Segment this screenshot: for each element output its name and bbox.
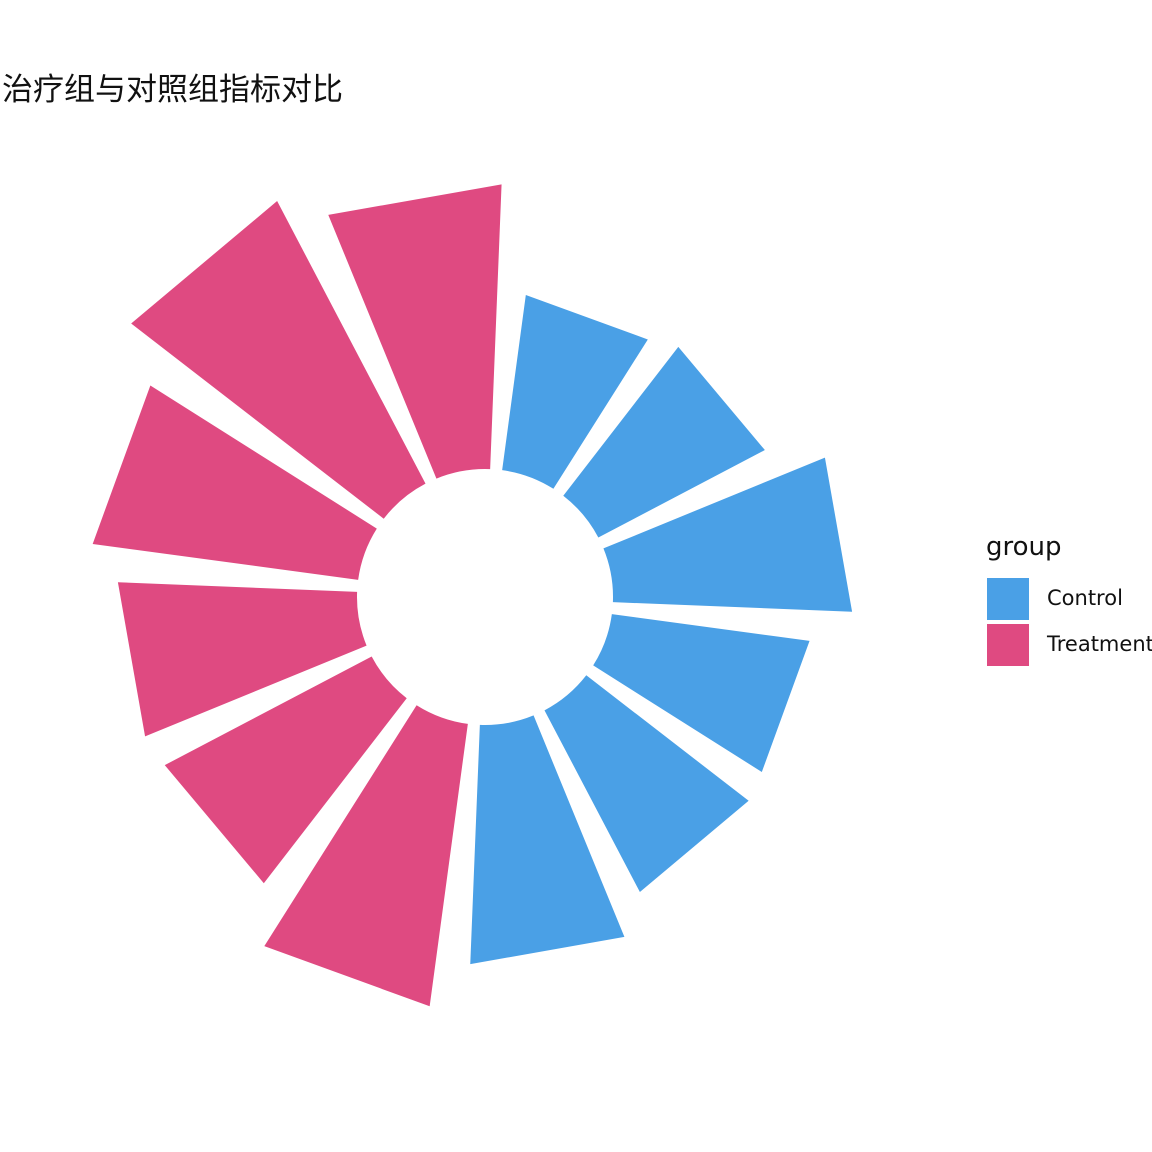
- legend-key-control: [987, 578, 1029, 620]
- bar-treatment-8: [164, 656, 407, 884]
- bar-treatment-10: [92, 385, 377, 580]
- bar-treatment-9: [117, 582, 367, 737]
- legend-title: group: [986, 532, 1062, 562]
- bar-treatment-11: [131, 201, 426, 519]
- legend-item-treatment: Treatment: [987, 624, 1152, 666]
- legend-label-control: Control: [1047, 586, 1123, 610]
- bar-control-6: [470, 715, 625, 965]
- legend-key-treatment: [987, 624, 1029, 666]
- chart-title: 治疗组与对照组指标对比: [2, 72, 343, 108]
- bar-treatment-12: [328, 184, 502, 479]
- bar-control-5: [544, 675, 749, 893]
- bar-control-2: [563, 346, 765, 538]
- bar-control-1: [502, 295, 648, 489]
- bar-control-4: [593, 614, 810, 772]
- legend-item-control: Control: [987, 578, 1152, 620]
- bar-control-3: [603, 457, 853, 612]
- bars-group: [92, 184, 853, 1007]
- bar-treatment-7: [264, 705, 468, 1007]
- legend-label-treatment: Treatment: [1047, 632, 1152, 656]
